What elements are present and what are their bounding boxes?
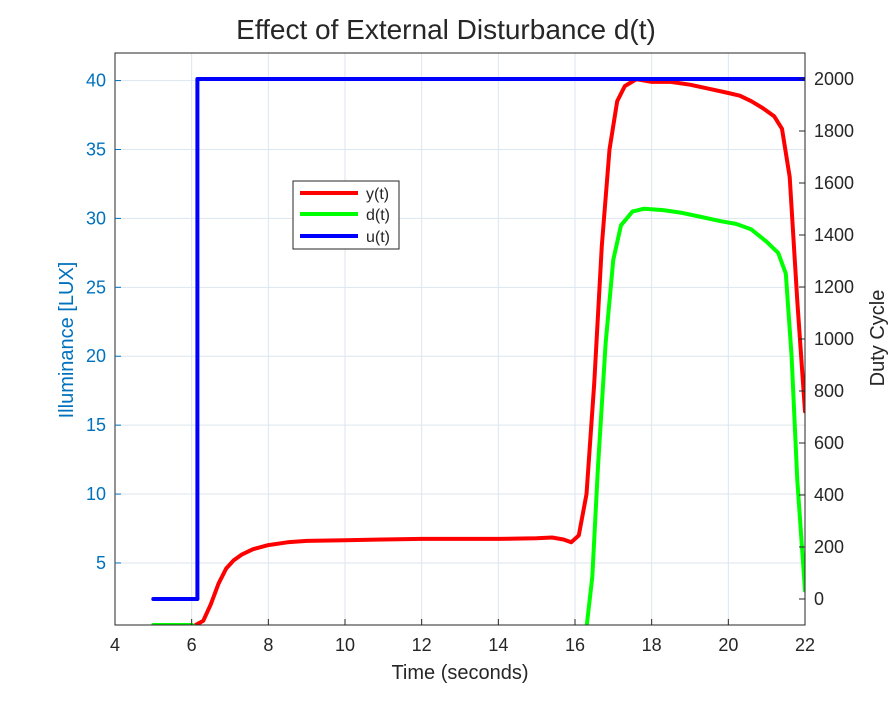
y-right-tick-label: 1800: [814, 121, 854, 141]
y-left-tick-label: 10: [86, 484, 106, 504]
legend: y(t) d(t) u(t): [292, 180, 400, 250]
y-left-tick-label: 15: [86, 415, 106, 435]
y-left-axis-label: Illuminance [LUX]: [56, 262, 78, 419]
legend-label-y: y(t): [366, 186, 389, 203]
chart-title: Effect of External Disturbance d(t): [236, 14, 656, 45]
y-right-tick-label: 200: [814, 537, 844, 557]
series-line-u: [151, 77, 805, 601]
y-right-axis-label: Duty Cycle: [867, 290, 889, 387]
series-line-y: [193, 77, 805, 625]
x-tick-label: 14: [488, 635, 508, 655]
y-left-tick-label: 20: [86, 346, 106, 366]
y-right-tick-label: 1000: [814, 329, 854, 349]
x-tick-label: 10: [335, 635, 355, 655]
y-right-tick-label: 600: [814, 433, 844, 453]
legend-item-y: y(t): [300, 186, 389, 203]
series-layer: [151, 77, 805, 625]
y-right-tick-label: 1600: [814, 173, 854, 193]
tick-layer: 4 6 8 10 12 14 16 18 20 2251015202530354002004006…: [86, 69, 854, 655]
x-tick-label: 6: [187, 635, 197, 655]
x-tick-label: 22: [795, 635, 815, 655]
y-right-tick-label: 0: [814, 589, 824, 609]
legend-label-d: d(t): [366, 207, 390, 224]
y-right-tick-label: 1400: [814, 225, 854, 245]
x-tick-label: 20: [718, 635, 738, 655]
y-right-tick-label: 800: [814, 381, 844, 401]
x-tick-label: 16: [565, 635, 585, 655]
legend-item-u: u(t): [300, 229, 390, 246]
x-tick-label: 12: [412, 635, 432, 655]
y-right-tick-label: 400: [814, 485, 844, 505]
y-right-tick-label: 2000: [814, 69, 854, 89]
y-left-tick-label: 5: [96, 553, 106, 573]
y-left-tick-label: 25: [86, 277, 106, 297]
legend-item-d: d(t): [300, 207, 390, 224]
x-tick-label: 18: [642, 635, 662, 655]
x-tick-label: 8: [263, 635, 273, 655]
x-tick-label: 4: [110, 635, 120, 655]
x-axis-label: Time (seconds): [391, 662, 528, 684]
legend-label-u: u(t): [366, 229, 390, 246]
y-left-tick-label: 40: [86, 71, 106, 91]
series-line-d: [151, 206, 805, 625]
y-left-tick-label: 30: [86, 208, 106, 228]
y-right-tick-label: 1200: [814, 277, 854, 297]
y-left-tick-label: 35: [86, 139, 106, 159]
